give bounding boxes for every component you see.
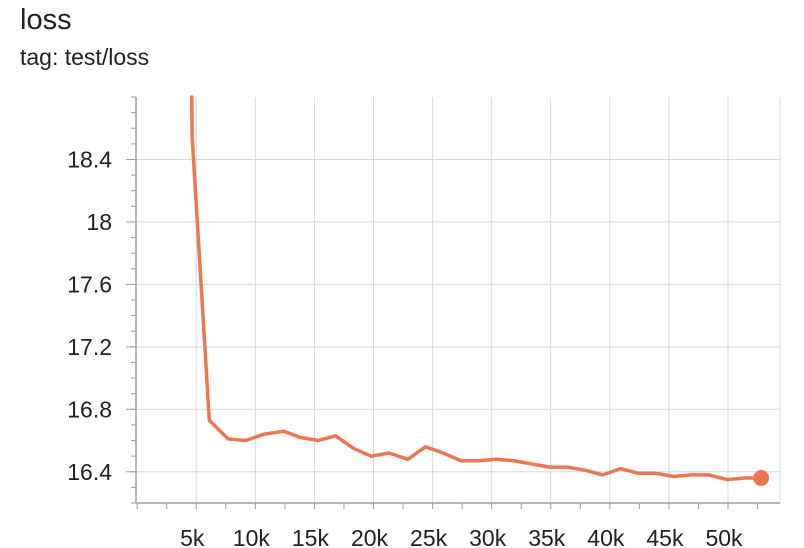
series-group: [190, 95, 770, 487]
x-tick-label: 45k: [646, 525, 684, 548]
chart-title: loss: [20, 4, 72, 36]
y-tick-label: 17.2: [67, 334, 112, 360]
y-tick-label: 18: [86, 209, 112, 235]
x-tick-label: 5k: [180, 525, 205, 548]
x-tick-label: 30k: [469, 525, 507, 548]
x-tick-label: 50k: [705, 525, 743, 548]
y-tick-label: 17.6: [67, 271, 112, 297]
y-tick-label: 18.4: [67, 146, 112, 172]
last-point-marker[interactable]: [753, 470, 770, 487]
loss-series-line: [190, 95, 763, 482]
x-tick-label: 40k: [587, 525, 625, 548]
y-tick-label: 16.8: [67, 396, 112, 422]
x-tick-label: 35k: [528, 525, 566, 548]
chart-subtitle: tag: test/loss: [20, 44, 150, 70]
x-tick-label: 10k: [233, 525, 271, 548]
x-tick-label: 15k: [292, 525, 330, 548]
y-tick-label: 16.4: [67, 459, 112, 485]
x-tick-label: 25k: [410, 525, 448, 548]
tick-labels: 5k 10k 15k 20k 25k 30k 35k 40k 45k 50k 16.4 16.8 17.…: [67, 146, 743, 548]
x-tick-label: 20k: [351, 525, 389, 548]
axes: [126, 96, 780, 509]
gridlines: [136, 97, 781, 503]
